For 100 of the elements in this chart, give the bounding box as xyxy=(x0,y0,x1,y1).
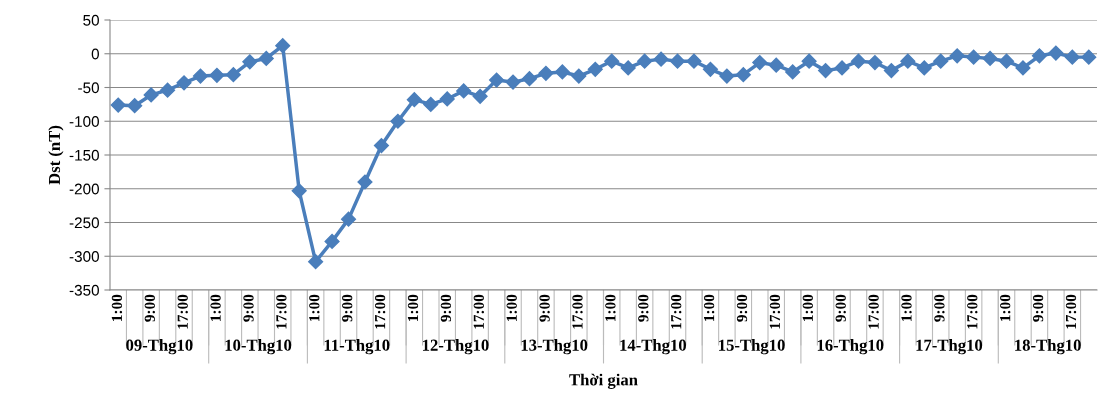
point xyxy=(637,53,653,69)
point xyxy=(1064,49,1080,65)
point xyxy=(439,91,455,107)
point xyxy=(702,61,718,77)
x-tick-label: 17:00 xyxy=(671,294,682,329)
point xyxy=(554,64,570,80)
text: 13-Thg10 xyxy=(521,339,588,355)
point xyxy=(258,50,274,67)
point xyxy=(308,254,324,270)
point xyxy=(472,88,488,104)
point xyxy=(538,65,554,81)
point xyxy=(1031,48,1047,64)
point xyxy=(719,68,735,84)
point xyxy=(1048,45,1064,61)
y-tick-label: -250 xyxy=(69,217,99,229)
x-tick-label: 1:00 xyxy=(111,294,123,321)
point xyxy=(373,137,389,154)
x-tick-label: 9:00 xyxy=(736,294,748,322)
point xyxy=(160,82,176,98)
text: 12-Thg10 xyxy=(422,339,489,355)
point xyxy=(406,92,422,108)
x-tick-label: 17:00 xyxy=(1065,294,1077,329)
point xyxy=(982,50,998,67)
x-tick-label: 9:00 xyxy=(243,294,254,322)
point xyxy=(916,60,932,76)
x-tick-label: 9:00 xyxy=(638,294,649,322)
point xyxy=(850,53,867,69)
x-tick-label: 9:00 xyxy=(539,294,550,322)
point xyxy=(489,72,505,88)
point xyxy=(324,233,340,249)
point xyxy=(456,83,472,99)
x-tick-label: 9:00 xyxy=(440,294,452,322)
point xyxy=(423,96,439,112)
point xyxy=(127,98,143,114)
point xyxy=(505,74,521,90)
point xyxy=(176,75,192,91)
x-tick-label: 9:00 xyxy=(934,294,945,322)
y-tick-label: -350 xyxy=(69,284,99,296)
y-tick-label: -300 xyxy=(69,251,99,262)
x-tick-label: 17:00 xyxy=(868,294,879,329)
point xyxy=(225,67,241,83)
point xyxy=(192,68,209,84)
point xyxy=(949,48,965,64)
y-tick-label: -150 xyxy=(69,149,99,161)
point xyxy=(883,63,899,79)
point xyxy=(785,64,801,80)
point xyxy=(209,67,225,83)
point xyxy=(390,113,406,129)
point xyxy=(620,60,636,76)
point xyxy=(653,51,669,67)
text: 10-Thg10 xyxy=(225,339,292,355)
point xyxy=(834,60,850,76)
y-tick-label: -200 xyxy=(69,183,99,195)
point xyxy=(1081,49,1097,65)
x-tick-label: 9:00 xyxy=(1032,294,1044,322)
x-tick-label: 17:00 xyxy=(769,294,781,329)
point xyxy=(521,71,538,87)
x-tick-label: 1:00 xyxy=(802,294,814,321)
point xyxy=(752,54,768,71)
x-tick-label: 17:00 xyxy=(967,294,978,329)
x-tick-label: 9:00 xyxy=(342,294,353,322)
x-tick-label: 1:00 xyxy=(309,294,320,321)
point xyxy=(143,87,159,103)
point xyxy=(242,54,258,70)
x-tick-label: 9:00 xyxy=(144,294,156,322)
x-tick-label: 17:00 xyxy=(374,294,386,329)
x-tick-label: 17:00 xyxy=(177,294,188,329)
y-tick-label: -50 xyxy=(78,82,99,94)
x-tick-label: 1:00 xyxy=(1000,294,1011,321)
point xyxy=(998,53,1015,69)
point xyxy=(1015,60,1031,76)
x-tick-label: 1:00 xyxy=(901,294,912,321)
y-tick-label: 0 xyxy=(91,48,99,60)
point xyxy=(587,61,603,77)
point xyxy=(686,53,702,69)
x-tick-label: 1:00 xyxy=(506,294,517,321)
x-axis-title: Thời gian xyxy=(569,373,638,389)
y-tick-label: 50 xyxy=(83,14,99,26)
point xyxy=(867,54,883,71)
x-tick-label: 17:00 xyxy=(572,294,583,329)
point xyxy=(275,38,291,54)
x-tick-label: 1:00 xyxy=(703,294,715,321)
x-tick-label: 17:00 xyxy=(473,294,485,329)
point xyxy=(900,53,916,69)
text: 18-Thg10 xyxy=(1015,339,1081,355)
point xyxy=(110,97,126,113)
text: 14-Thg10 xyxy=(620,339,687,355)
y-tick-label: -100 xyxy=(69,116,99,127)
point xyxy=(818,63,834,79)
point xyxy=(340,211,357,227)
x-tick-label: 1:00 xyxy=(407,294,419,321)
x-tick-label: 1:00 xyxy=(605,294,616,321)
text: 09-Thg10 xyxy=(126,339,193,355)
point xyxy=(291,183,307,199)
point xyxy=(768,57,784,73)
y-axis-title: Dst (nT) xyxy=(48,125,64,185)
text: 15-Thg10 xyxy=(719,339,785,355)
text: 17-Thg10 xyxy=(916,339,983,355)
x-tick-label: 17:00 xyxy=(276,294,287,329)
x-tick-label: 1:00 xyxy=(210,294,221,321)
